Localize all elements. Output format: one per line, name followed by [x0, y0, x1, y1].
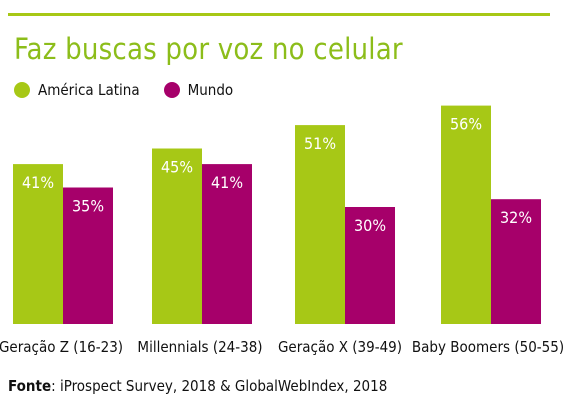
- data-label-america-latina-geracao-z-16-23: 41%: [22, 173, 54, 192]
- bar-america-latina-geracao-x-39-49: [295, 125, 345, 324]
- data-label-mundo-baby-boomers-50-55: 32%: [500, 208, 532, 227]
- data-label-america-latina-baby-boomers-50-55: 56%: [450, 115, 482, 134]
- legend-label-america-latina: América Latina: [38, 81, 140, 99]
- bar-america-latina-geracao-z-16-23: [13, 164, 63, 324]
- legend-item-mundo: Mundo: [163, 81, 234, 99]
- top-rule: [8, 13, 550, 16]
- legend-swatch-mundo: [163, 82, 180, 98]
- category-label-geracao-z-16-23: Geração Z (16-23): [0, 338, 123, 356]
- data-label-america-latina-geracao-x-39-49: 51%: [304, 134, 336, 153]
- legend: América Latina Mundo: [14, 80, 257, 100]
- data-label-mundo-geracao-x-39-49: 30%: [354, 216, 386, 235]
- bar-america-latina-millennials-24-38: [152, 148, 202, 324]
- bar-mundo-baby-boomers-50-55: [491, 199, 541, 324]
- data-label-mundo-geracao-z-16-23: 35%: [72, 197, 104, 216]
- category-label-geracao-x-39-49: Geração X (39-49): [278, 338, 402, 356]
- source-label: Fonte: [8, 377, 52, 395]
- source-note: Fonte: iProspect Survey, 2018 & GlobalWe…: [8, 377, 387, 395]
- category-label-baby-boomers-50-55: Baby Boomers (50-55): [412, 338, 564, 356]
- legend-label-mundo: Mundo: [187, 81, 234, 99]
- bar-mundo-geracao-x-39-49: [345, 207, 395, 324]
- chart-title: Faz buscas por voz no celular: [14, 32, 403, 66]
- data-label-america-latina-millennials-24-38: 45%: [161, 158, 193, 177]
- data-label-mundo-millennials-24-38: 41%: [211, 173, 243, 192]
- category-label-millennials-24-38: Millennials (24-38): [137, 338, 262, 356]
- bar-mundo-millennials-24-38: [202, 164, 252, 324]
- legend-item-america-latina: América Latina: [14, 81, 140, 99]
- bar-america-latina-baby-boomers-50-55: [441, 105, 491, 324]
- source-text: : iProspect Survey, 2018 & GlobalWebInde…: [51, 377, 388, 395]
- bar-mundo-geracao-z-16-23: [63, 187, 113, 324]
- legend-swatch-america-latina: [14, 82, 30, 98]
